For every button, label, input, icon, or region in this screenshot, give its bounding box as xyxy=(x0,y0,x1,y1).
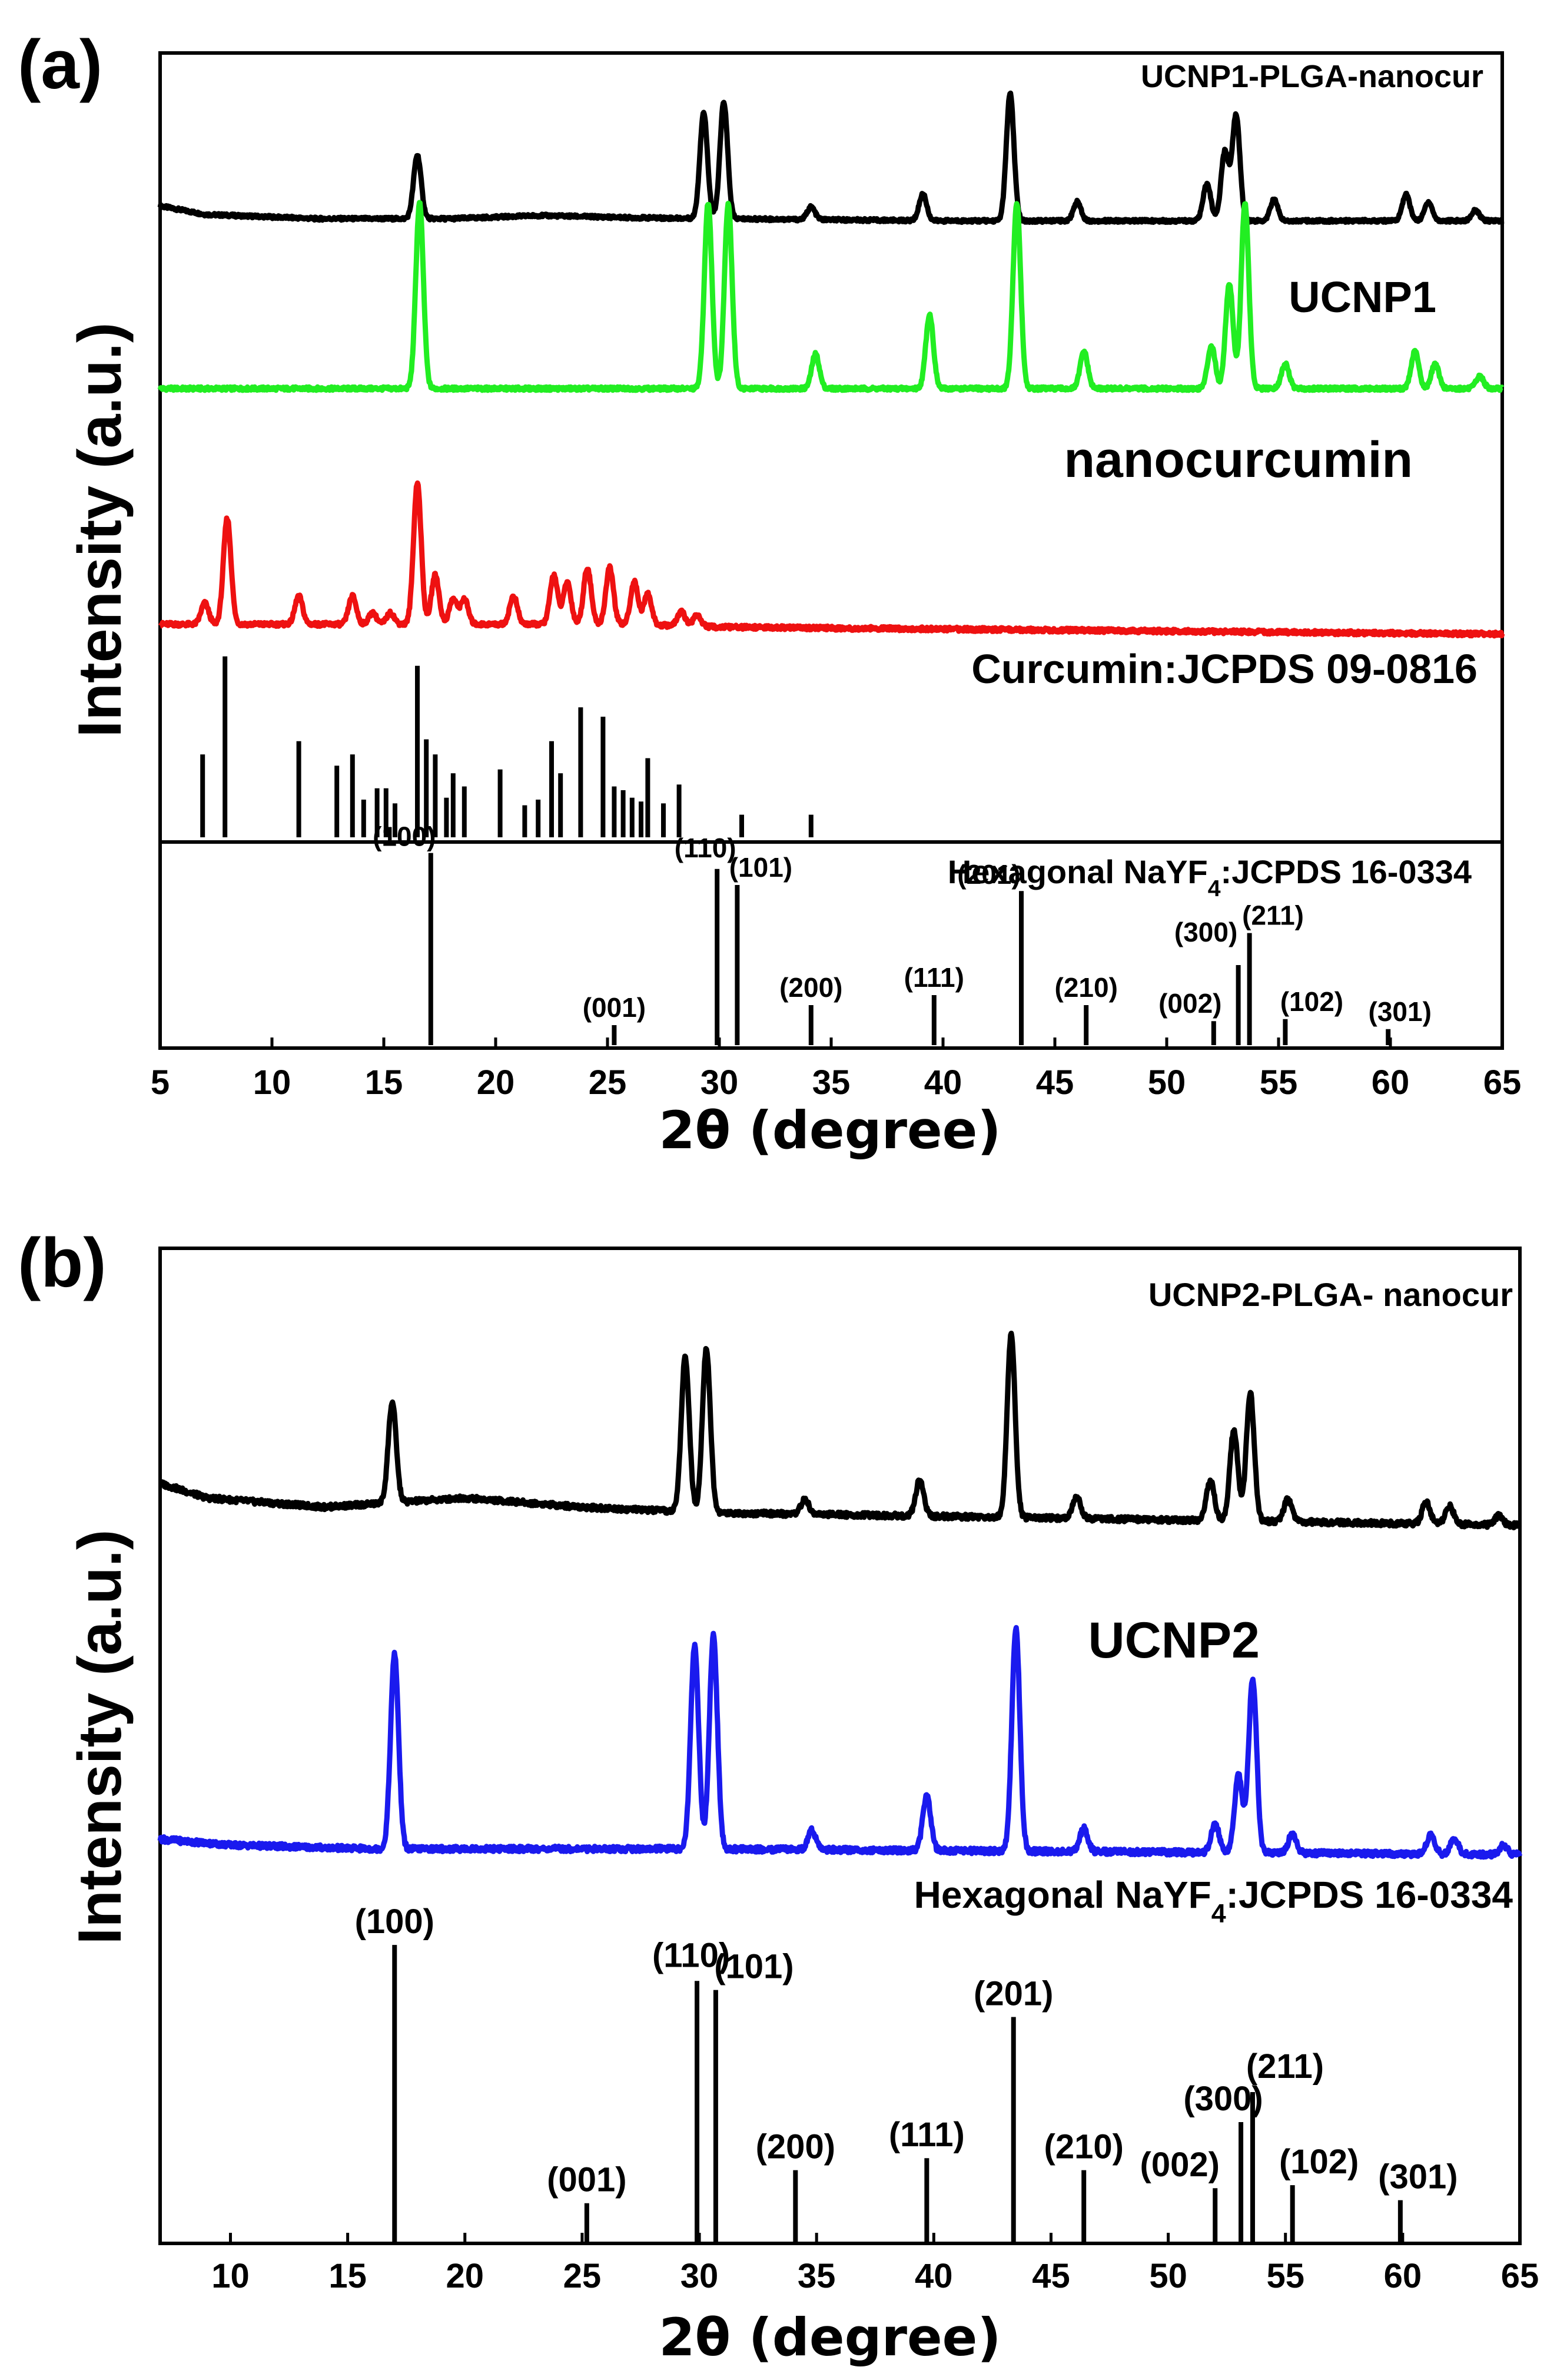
x-tick-label: 45 xyxy=(1036,1063,1074,1102)
series-line-ucnp2-plga-nanocur xyxy=(158,1330,1522,1530)
plot-frame xyxy=(158,51,1504,1050)
y-axis-label: Intensity (a.u.) xyxy=(66,323,134,738)
hkl-label: (201) xyxy=(974,1975,1053,2013)
x-tick-label: 60 xyxy=(1384,2257,1422,2295)
reference-label: Curcumin:JCPDS 09-0816 xyxy=(971,646,1478,692)
hkl-label: (300) xyxy=(1183,2080,1263,2118)
x-tick-label: 5 xyxy=(151,1063,170,1102)
reference-label: Hexagonal NaYF4:JCPDS 16-0334 xyxy=(948,853,1472,901)
panel-label: (b) xyxy=(18,1224,107,1302)
x-tick-label: 20 xyxy=(477,1063,515,1102)
series-label: UCNP2-PLGA- nanocur xyxy=(1148,1276,1513,1313)
hkl-label: (110) xyxy=(675,833,736,863)
hkl-label: (210) xyxy=(1055,972,1118,1003)
hkl-label: (211) xyxy=(1242,900,1304,931)
hkl-label: (101) xyxy=(714,1948,794,1986)
x-tick-label: 65 xyxy=(1501,2257,1539,2295)
x-tick-label: 50 xyxy=(1149,2257,1187,2295)
x-tick-label: 25 xyxy=(563,2257,602,2295)
hkl-label: (101) xyxy=(729,852,792,883)
x-tick-label: 45 xyxy=(1032,2257,1070,2295)
x-tick-label: 40 xyxy=(915,2257,953,2295)
x-tick-label: 55 xyxy=(1260,1063,1298,1102)
hkl-label: (100) xyxy=(355,1902,434,1941)
x-tick-label: 30 xyxy=(680,2257,719,2295)
hkl-label: (001) xyxy=(583,992,646,1023)
series-line-ucnp2 xyxy=(157,1625,1523,1860)
x-tick-label: 25 xyxy=(589,1063,627,1102)
x-axis-label: 2θ (degree) xyxy=(659,2307,1001,2368)
series-label: UCNP2 xyxy=(1088,1612,1260,1669)
x-tick-label: 40 xyxy=(924,1063,962,1102)
hkl-label: (111) xyxy=(889,2116,965,2154)
series-label: UCNP1-PLGA-nanocur xyxy=(1141,59,1483,94)
x-axis-label: 2θ (degree) xyxy=(659,1100,1001,1161)
x-tick-label: 20 xyxy=(446,2257,484,2295)
series-line-ucnp1-plga-nanocur xyxy=(157,90,1505,225)
hkl-label: (200) xyxy=(756,2128,835,2166)
series-label: nanocurcumin xyxy=(1064,432,1413,488)
hkl-label: (102) xyxy=(1279,2143,1359,2181)
x-tick-label: 35 xyxy=(812,1063,851,1102)
x-tick-label: 65 xyxy=(1483,1063,1522,1102)
series-line-ucnp1 xyxy=(157,200,1505,393)
hkl-label: (201) xyxy=(957,859,1020,890)
hkl-label: (102) xyxy=(1280,986,1343,1017)
hkl-label: (211) xyxy=(1246,2047,1324,2086)
x-tick-label: 15 xyxy=(365,1063,403,1102)
panel-b xyxy=(157,1247,1523,2245)
series-line-nanocurcumin xyxy=(158,480,1505,639)
y-axis-label: Intensity (a.u.) xyxy=(66,1530,134,1945)
panel-label: (a) xyxy=(18,26,102,104)
hkl-label: (300) xyxy=(1174,917,1237,947)
plot-frame xyxy=(158,1247,1522,2245)
panel-a xyxy=(157,51,1505,1050)
hkl-label: (210) xyxy=(1044,2128,1124,2166)
x-tick-label: 15 xyxy=(328,2257,367,2295)
hkl-label: (111) xyxy=(904,962,964,993)
x-tick-label: 60 xyxy=(1372,1063,1410,1102)
hkl-label: (301) xyxy=(1369,996,1432,1027)
hkl-label: (100) xyxy=(373,821,436,852)
hkl-label: (001) xyxy=(547,2161,626,2199)
hkl-label: (301) xyxy=(1378,2158,1458,2196)
x-tick-label: 35 xyxy=(798,2257,836,2295)
x-tick-label: 10 xyxy=(253,1063,291,1102)
x-tick-label: 10 xyxy=(211,2257,250,2295)
x-tick-label: 30 xyxy=(700,1063,739,1102)
reference-label: Hexagonal NaYF4:JCPDS 16-0334 xyxy=(914,1874,1513,1928)
hkl-label: (200) xyxy=(779,972,842,1003)
series-label: UCNP1 xyxy=(1289,273,1436,321)
hkl-label: (110) xyxy=(652,1936,730,1974)
x-tick-label: 55 xyxy=(1266,2257,1304,2295)
hkl-label: (002) xyxy=(1158,988,1221,1019)
x-tick-label: 50 xyxy=(1148,1063,1186,1102)
hkl-label: (002) xyxy=(1140,2146,1220,2184)
